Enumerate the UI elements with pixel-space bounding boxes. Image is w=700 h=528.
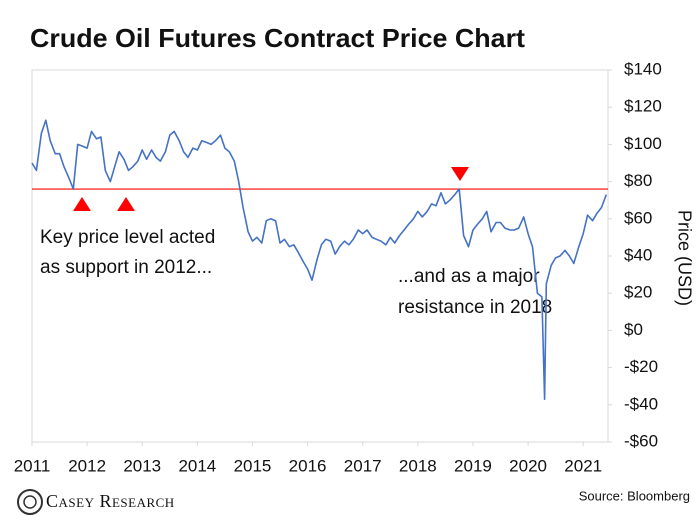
support-marker [73,197,91,212]
x-tick-label: 2013 [123,456,161,475]
price-line [31,119,608,400]
source: Source: Bloomberg [579,488,690,503]
logo-text: Casey Research [46,491,175,511]
resistance-marker [451,167,469,182]
annotation: ...and as a major [398,266,540,287]
x-tick-label: 2016 [289,456,327,475]
plot-frame [31,69,609,443]
logo-icon [17,489,43,515]
y-tick-label: $140 [624,59,662,78]
x-tick-label: 2014 [178,456,216,475]
annotation: as support in 2012... [40,257,212,278]
support-marker [117,197,135,212]
annotation: resistance in 2018 [398,297,552,318]
y-tick-label: -$20 [624,357,658,376]
x-tick-label: 2017 [344,456,382,475]
y-axis-label: Price (USD) [674,210,694,306]
logo: Casey Research [17,489,175,515]
y-tick-label: $120 [624,97,662,116]
y-tick-label: $40 [624,245,652,264]
annotation: Key price level acted [40,227,215,248]
x-tick-label: 2018 [399,456,437,475]
x-tick-label: 2021 [564,456,602,475]
y-tick-label: $20 [624,283,652,302]
y-tick-label: $80 [624,171,652,190]
y-tick-label: $100 [624,134,662,153]
chart-title: Crude Oil Futures Contract Price Chart [30,23,525,53]
y-tick-label: -$60 [624,431,658,450]
x-tick-label: 2020 [509,456,547,475]
logo-icon [23,495,37,509]
x-tick-label: 2019 [454,456,492,475]
y-tick-label: -$40 [624,394,658,413]
y-tick-label: $60 [624,208,652,227]
x-tick-label: 2015 [234,456,272,475]
y-tick-label: $0 [624,320,643,339]
x-tick-label: 2011 [14,456,51,475]
x-tick-label: 2012 [68,456,106,475]
